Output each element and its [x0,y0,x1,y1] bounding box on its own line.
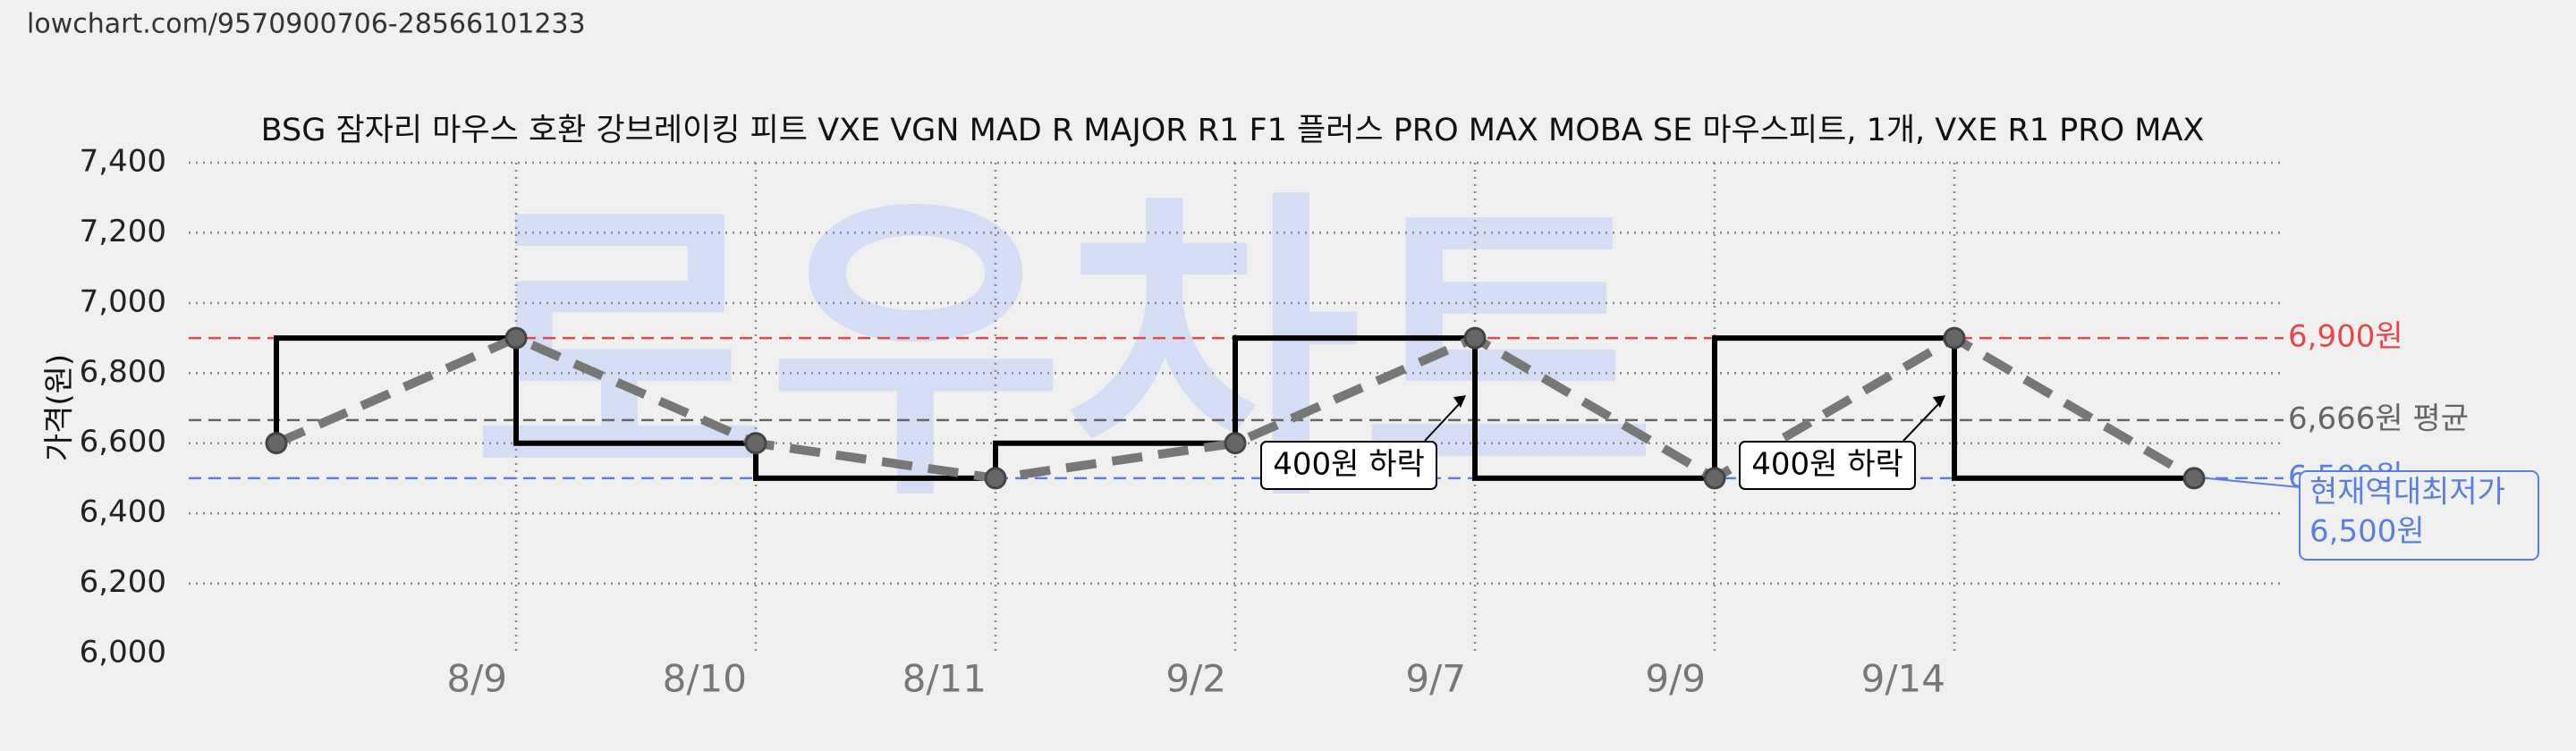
y-axis-label: 가격(원) [42,354,78,461]
step-segment [753,443,996,481]
annotation-arrow [1424,401,1462,442]
arrow-head [1453,395,1466,409]
callout-text: 6,500원 [2309,514,2425,550]
annotation: 400원 하락 [1751,447,1903,483]
x-tick-label: 9/14 [1861,657,1945,701]
y-tick-label: 7,000 [80,283,166,319]
point [1703,467,1726,490]
step-segment [1952,338,2194,481]
callout-box [2299,470,2539,561]
y-tick-label: 7,200 [80,214,166,249]
x-tick-label: 9/9 [1645,657,1706,701]
point [1463,326,1487,350]
y-tick-label: 6,400 [80,494,166,530]
y-tick-label: 6,600 [80,424,166,460]
step-segment [1712,335,1954,478]
x-tick-label: 8/11 [902,657,987,701]
point [265,432,288,455]
y-tick-label: 6,800 [80,354,166,390]
step-segment [513,338,756,446]
reference-label: 6,900원 [2288,319,2403,355]
annotation-arrow [1902,401,1941,442]
step-segment [1233,335,1475,443]
arrow-head [1933,395,1945,409]
point [504,326,528,350]
annotation-box [1739,441,1916,490]
x-tick-label: 8/9 [446,657,507,701]
annotation: 400원 하락 [1273,447,1425,483]
point [1943,326,1966,350]
point [984,467,1007,490]
point [2182,467,2206,490]
x-tick-label: 9/7 [1405,657,1466,701]
y-tick-label: 6,000 [80,635,166,671]
annotation-box [1260,441,1437,490]
step-segment [993,440,1235,478]
step-segment [1472,338,1715,481]
y-tick-label: 6,200 [80,564,166,600]
callout-text: 현재역대최저가 [2309,475,2505,511]
callout-arrow [2206,477,2301,488]
chart-title: BSG 잠자리 마우스 호환 강브레이킹 피트 VXE VGN MAD R MA… [261,113,2205,148]
x-tick-label: 8/10 [663,657,747,701]
reference-label: 6,666원 평균 [2288,401,2469,436]
step-segment [274,335,516,443]
trend-line [274,333,2197,484]
watermark: 로우차트 [472,165,1657,539]
point [744,432,767,455]
url: lowchart.com/9570900706-28566101233 [27,9,586,40]
point [1224,432,1247,455]
x-tick-label: 9/2 [1165,657,1226,701]
y-tick-label: 7,400 [80,144,166,180]
